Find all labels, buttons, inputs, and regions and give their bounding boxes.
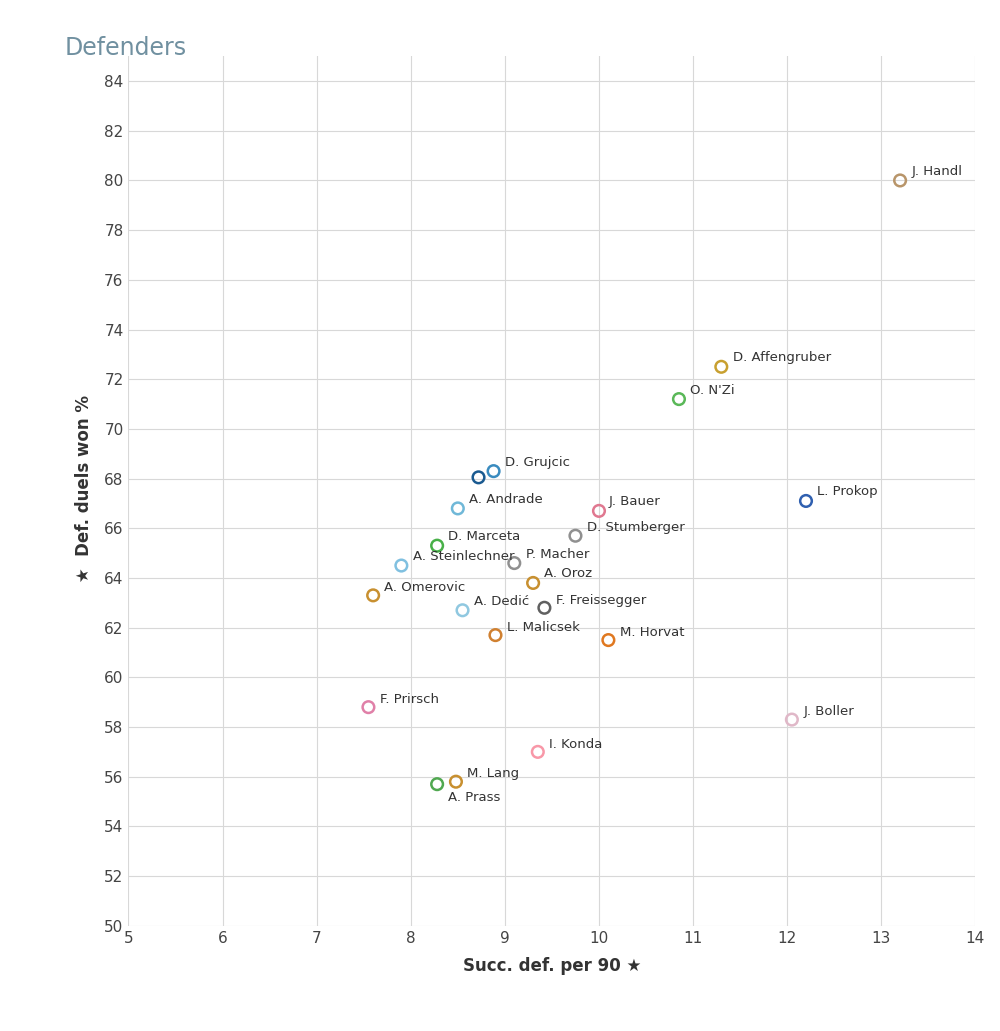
Point	[591, 503, 607, 520]
Text: O. N'Zi: O. N'Zi	[690, 384, 735, 397]
Text: A. Steinlechner: A. Steinlechner	[413, 551, 514, 563]
Point	[784, 711, 800, 728]
Point	[393, 558, 409, 574]
Point	[471, 469, 487, 486]
Text: Defenders: Defenders	[65, 36, 187, 60]
Text: D. Affengruber: D. Affengruber	[733, 352, 831, 364]
Point	[487, 627, 503, 643]
Point	[536, 600, 552, 617]
Point	[450, 500, 466, 517]
Text: I. Konda: I. Konda	[549, 737, 602, 751]
Point	[486, 463, 502, 479]
Text: A. Andrade: A. Andrade	[469, 493, 543, 506]
Point	[525, 574, 541, 591]
Point	[713, 359, 729, 375]
Text: L. Malicsek: L. Malicsek	[507, 621, 580, 634]
Point	[429, 776, 445, 793]
Point	[429, 537, 445, 554]
Text: F. Prirsch: F. Prirsch	[380, 693, 439, 706]
Point	[600, 632, 616, 648]
Point	[892, 172, 908, 189]
Text: J. Bauer: J. Bauer	[608, 496, 660, 508]
Point	[360, 699, 376, 716]
Point	[567, 528, 583, 544]
Text: J. Handl: J. Handl	[911, 165, 962, 178]
Text: A. Omerovic: A. Omerovic	[384, 581, 466, 594]
Text: A. Oroz: A. Oroz	[544, 567, 593, 580]
Text: P. Macher: P. Macher	[526, 547, 589, 561]
Text: D. Marceta: D. Marceta	[448, 530, 521, 543]
Point	[448, 773, 464, 790]
Point	[365, 587, 381, 603]
Point	[530, 743, 546, 760]
Point	[798, 493, 814, 509]
Text: A. Prass: A. Prass	[448, 791, 501, 804]
Text: A. Dedić: A. Dedić	[474, 595, 529, 608]
Text: D. Stumberger: D. Stumberger	[587, 522, 684, 534]
Text: M. Horvat: M. Horvat	[620, 626, 684, 639]
Point	[506, 555, 522, 571]
Text: J. Boller: J. Boller	[803, 705, 854, 719]
Text: M. Lang: M. Lang	[467, 767, 519, 780]
Text: L. Prokop: L. Prokop	[817, 486, 878, 498]
Point	[455, 602, 471, 619]
Text: F. Freissegger: F. Freissegger	[556, 594, 646, 606]
X-axis label: Succ. def. per 90 ★: Succ. def. per 90 ★	[463, 957, 641, 974]
Y-axis label:  ★  Def. duels won %: ★ Def. duels won %	[75, 395, 93, 588]
Point	[671, 391, 687, 407]
Text: D. Grujcic: D. Grujcic	[505, 456, 570, 469]
